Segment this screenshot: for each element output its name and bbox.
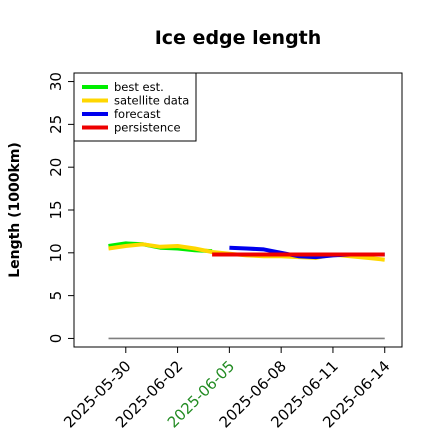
plot-area [108, 241, 385, 340]
y-tick-label: 30 [47, 72, 65, 91]
legend-label: forecast [114, 107, 161, 121]
y-tick-label: 20 [47, 158, 65, 177]
y-tick-label: 25 [47, 115, 65, 134]
legend-box [73, 72, 197, 142]
chart-title: Ice edge length [155, 27, 322, 49]
legend-label: best est. [114, 80, 164, 94]
y-tick-label: 5 [47, 291, 65, 301]
y-tick-label: 15 [47, 200, 65, 219]
legend-label: persistence [114, 121, 181, 135]
legend-label: satellite data [114, 94, 189, 108]
y-tick-label: 10 [47, 243, 65, 262]
legend: best est.satellite dataforecastpersisten… [73, 72, 197, 142]
y-tick-label: 0 [47, 334, 65, 344]
y-axis-label: Length (1000km) [7, 142, 23, 278]
